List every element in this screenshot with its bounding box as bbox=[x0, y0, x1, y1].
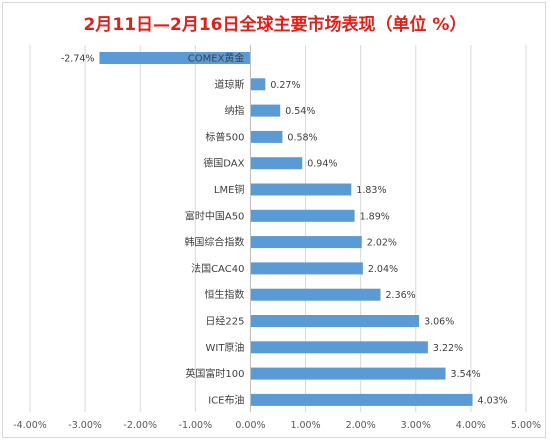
x-tick-label: -2.00% bbox=[123, 420, 157, 431]
x-tick-label: -4.00% bbox=[13, 420, 47, 431]
category-label: WIT原油 bbox=[205, 341, 244, 354]
category-label: 标普500 bbox=[205, 130, 244, 143]
bar bbox=[250, 262, 363, 275]
chart-title: 2月11日—2月16日全球主要市场表现（单位 %） bbox=[83, 15, 467, 35]
x-tick-label: 0.00% bbox=[235, 420, 265, 431]
bar bbox=[99, 52, 251, 64]
data-label: 2.02% bbox=[367, 238, 397, 249]
x-tick-label: -1.00% bbox=[179, 420, 213, 431]
bar bbox=[250, 367, 446, 380]
category-label: 日经225 bbox=[205, 315, 244, 328]
category-label: 纳指 bbox=[224, 104, 244, 117]
category-label: ICE布油 bbox=[208, 393, 244, 406]
category-label: 恒生指数 bbox=[204, 288, 244, 301]
category-label: 英国富时100 bbox=[185, 367, 244, 380]
bar bbox=[250, 393, 473, 406]
bar bbox=[250, 130, 283, 143]
data-label: 1.83% bbox=[356, 185, 386, 196]
x-tick-label: -3.00% bbox=[68, 420, 102, 431]
data-label: 1.89% bbox=[360, 211, 390, 222]
x-tick-label: 2.00% bbox=[346, 420, 376, 431]
category-label: 道琼斯 bbox=[214, 78, 244, 91]
category-label: 法国CAC40 bbox=[191, 262, 244, 275]
data-label: -2.74% bbox=[61, 54, 95, 65]
bar bbox=[250, 183, 352, 196]
bar bbox=[250, 209, 355, 222]
bar bbox=[250, 288, 381, 301]
data-label: 0.58% bbox=[287, 132, 317, 143]
x-tick-label: 1.00% bbox=[290, 420, 320, 431]
bar bbox=[250, 104, 281, 117]
bar bbox=[250, 236, 362, 249]
data-label: 4.03% bbox=[478, 395, 508, 406]
category-label: 德国DAX bbox=[203, 157, 244, 170]
data-label: 3.54% bbox=[451, 369, 481, 380]
category-label: COMEX黄金 bbox=[188, 52, 245, 65]
data-label: 2.36% bbox=[386, 290, 416, 301]
data-label: 3.22% bbox=[433, 343, 463, 354]
bar bbox=[250, 157, 303, 170]
data-label: 2.04% bbox=[368, 264, 398, 275]
category-label: 韩国综合指数 bbox=[184, 236, 244, 249]
category-label: 富时中国A50 bbox=[185, 209, 245, 222]
x-tick-label: 4.00% bbox=[456, 420, 486, 431]
bar bbox=[250, 315, 420, 327]
data-label: 0.94% bbox=[307, 159, 337, 170]
bar bbox=[250, 78, 266, 91]
x-tick-label: 5.00% bbox=[511, 420, 541, 431]
data-label: 0.54% bbox=[285, 106, 315, 117]
category-label: LME铜 bbox=[214, 184, 245, 196]
x-tick-label: 3.00% bbox=[401, 420, 431, 431]
bar bbox=[250, 341, 428, 354]
data-label: 3.06% bbox=[424, 317, 454, 328]
data-label: 0.27% bbox=[270, 80, 300, 91]
